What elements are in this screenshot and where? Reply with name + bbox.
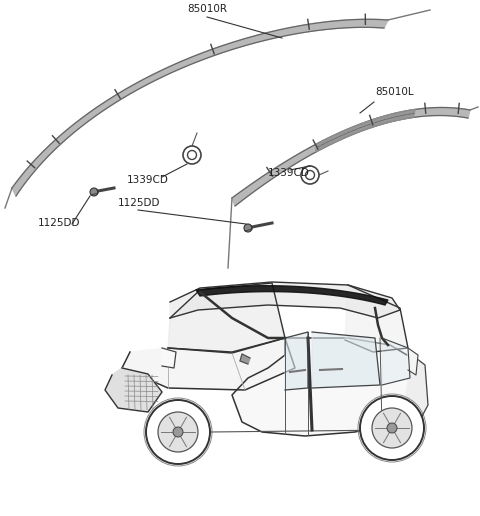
Text: 1339CD: 1339CD xyxy=(268,168,310,178)
Circle shape xyxy=(146,400,210,464)
Polygon shape xyxy=(316,109,415,152)
Polygon shape xyxy=(232,338,418,436)
Polygon shape xyxy=(162,348,176,368)
Text: 85010L: 85010L xyxy=(375,87,414,97)
Text: 85010R: 85010R xyxy=(187,4,227,14)
Circle shape xyxy=(90,188,98,196)
Polygon shape xyxy=(285,332,308,390)
Circle shape xyxy=(301,166,319,184)
Polygon shape xyxy=(168,283,285,352)
Polygon shape xyxy=(105,368,162,412)
Polygon shape xyxy=(312,332,380,388)
Polygon shape xyxy=(12,19,388,196)
Circle shape xyxy=(173,427,183,437)
Polygon shape xyxy=(196,286,388,305)
Polygon shape xyxy=(345,285,408,352)
Polygon shape xyxy=(382,338,410,385)
Polygon shape xyxy=(170,282,400,318)
Circle shape xyxy=(305,170,314,180)
Circle shape xyxy=(387,423,397,433)
Polygon shape xyxy=(402,355,428,428)
Polygon shape xyxy=(122,338,295,390)
Text: 1125DD: 1125DD xyxy=(118,198,160,208)
Polygon shape xyxy=(240,354,250,364)
Circle shape xyxy=(188,151,196,159)
Circle shape xyxy=(372,408,412,448)
Text: 1339CD: 1339CD xyxy=(127,175,169,185)
Text: 1125DD: 1125DD xyxy=(38,218,81,228)
Circle shape xyxy=(360,396,424,460)
Polygon shape xyxy=(408,348,418,375)
Circle shape xyxy=(183,146,201,164)
Circle shape xyxy=(244,224,252,232)
Polygon shape xyxy=(232,107,470,206)
Circle shape xyxy=(158,412,198,452)
